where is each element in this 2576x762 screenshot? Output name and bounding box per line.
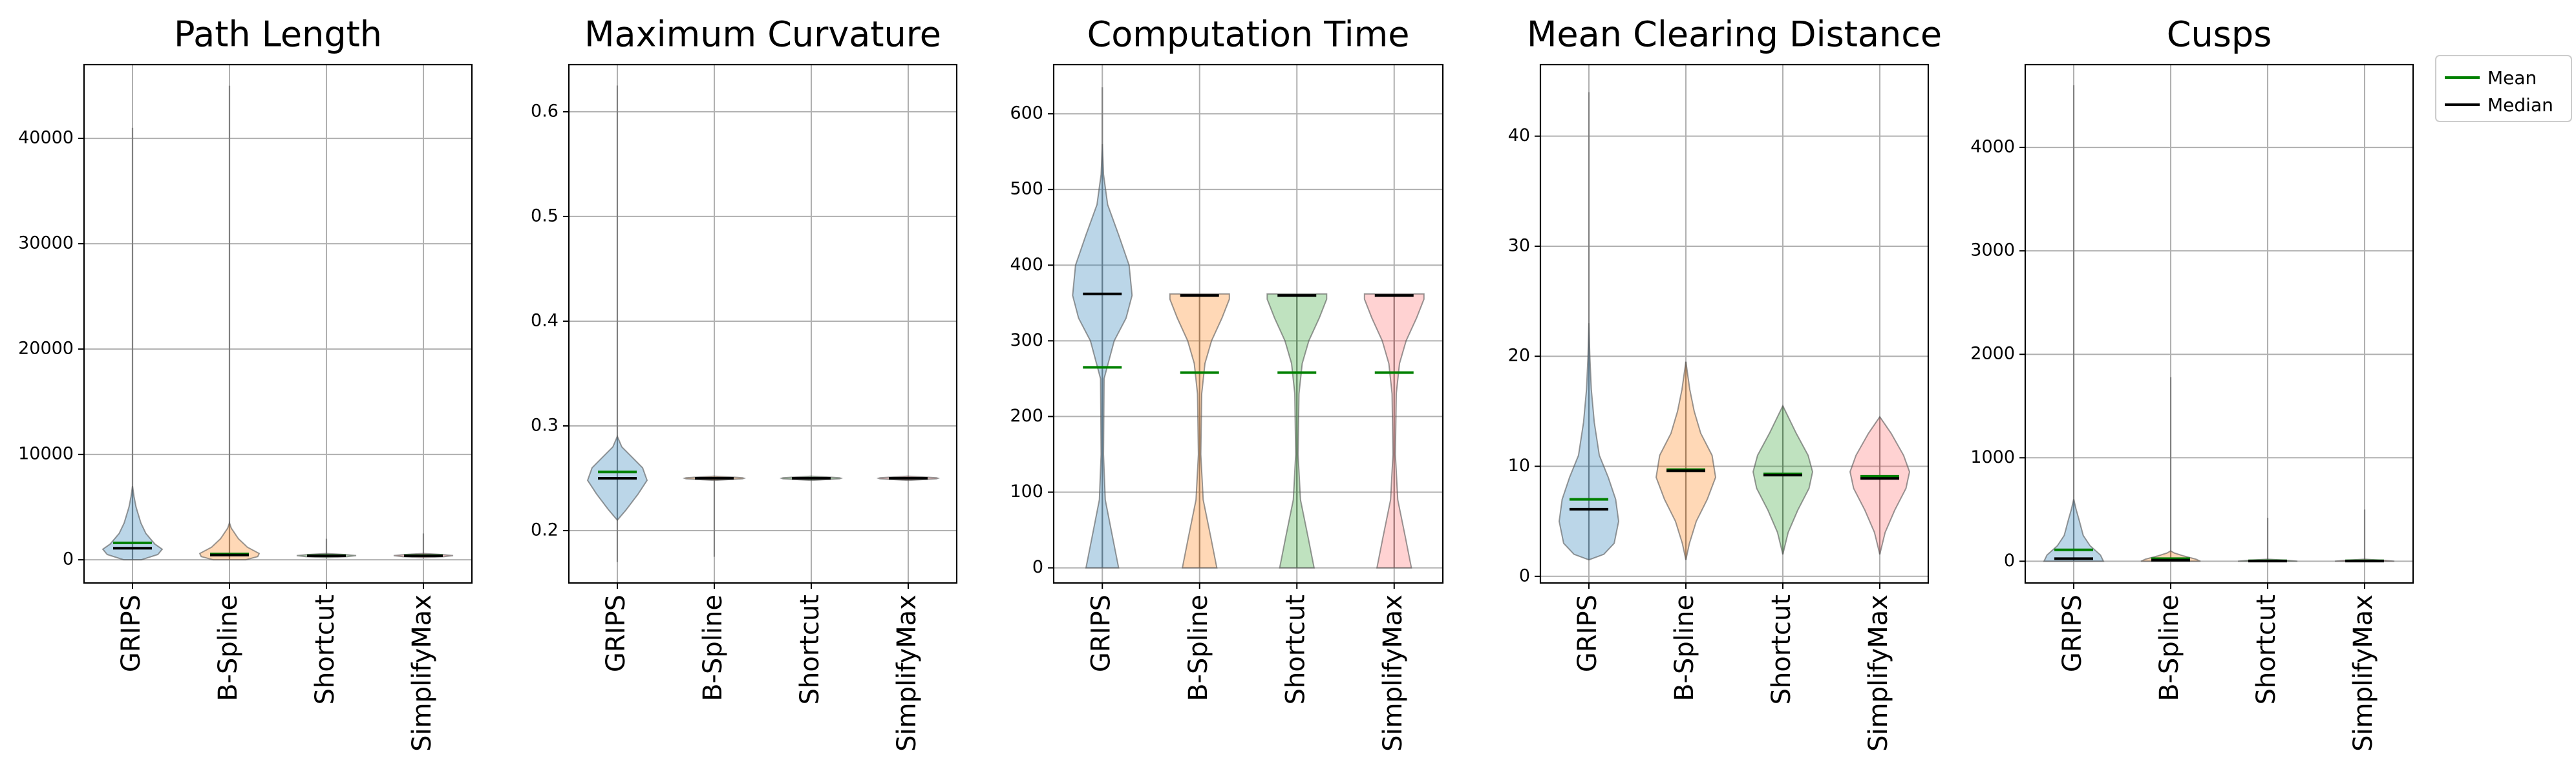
y-tick-label: 0: [1032, 557, 1043, 577]
violin-grips: [2043, 499, 2105, 562]
y-tick-label: 3000: [1970, 240, 2015, 260]
y-tick-label: 0: [63, 549, 74, 569]
y-tick-label: 100: [1010, 482, 1043, 502]
y-tick-label: 0.6: [531, 101, 559, 121]
x-tick-label-b-spline: B-Spline: [1184, 595, 1213, 701]
chart-title-path-length: Path Length: [174, 14, 382, 55]
axes-frame: [2024, 63, 2414, 584]
violin-shortcut: [1266, 293, 1328, 569]
x-tick-label-b-spline: B-Spline: [2155, 595, 2184, 701]
y-tick-label: 400: [1010, 255, 1043, 275]
y-tick-label: 10: [1508, 456, 1530, 476]
violin-grips: [1072, 143, 1133, 569]
axes-frame: [1052, 63, 1444, 584]
y-tick-label: 10000: [18, 444, 74, 464]
x-tick-label-shortcut: Shortcut: [795, 595, 825, 704]
panel-computation-time: Computation Time 0 100 200 300 400 500 600 GRIPS…: [1010, 14, 1444, 752]
legend-mean-label: Mean: [2487, 67, 2537, 89]
chart-title-maximum-curvature: Maximum Curvature: [584, 14, 941, 55]
y-tick-label: 0.5: [531, 206, 559, 226]
x-tick-label-grips: GRIPS: [1086, 595, 1116, 672]
x-tick-label-shortcut: Shortcut: [1281, 595, 1310, 704]
x-tick-label-simplifymax: SimplifyMax: [1378, 595, 1408, 752]
x-tick-label-simplifymax: SimplifyMax: [407, 595, 437, 752]
x-tick-label-b-spline: B-Spline: [1670, 595, 1699, 701]
panel-path-length: Path Length 0 10000 20000 30000 40000 GRIPS B-S…: [18, 14, 473, 752]
panel-cusps: Cusps 0 1000 2000 3000 4000 GRIPS B-Spline Short…: [1970, 14, 2414, 752]
y-tick-label: 0.2: [531, 520, 559, 540]
violin-shortcut: [1752, 404, 1814, 555]
y-tick-label: 30000: [18, 233, 74, 253]
chart-title-mean-clearing-distance: Mean Clearing Distance: [1527, 14, 1942, 55]
y-tick-label: 0: [2004, 551, 2015, 571]
violin-grips: [101, 485, 164, 561]
violin-b-spline: [1169, 293, 1230, 569]
chart-title-cusps: Cusps: [2167, 14, 2272, 55]
y-tick-label: 1000: [1970, 447, 2015, 467]
x-tick-label-simplifymax: SimplifyMax: [892, 595, 922, 752]
y-tick-label: 20: [1508, 346, 1530, 366]
x-tick-label-shortcut: Shortcut: [1767, 595, 1796, 704]
y-tick-label: 300: [1010, 330, 1043, 350]
x-tick-label-simplifymax: SimplifyMax: [2348, 595, 2378, 752]
violin-simplifymax: [1849, 416, 1911, 555]
x-tick-label-simplifymax: SimplifyMax: [1864, 595, 1893, 752]
x-tick-label-shortcut: Shortcut: [310, 595, 340, 704]
axes-frame: [1539, 63, 1930, 584]
y-tick-label: 500: [1010, 179, 1043, 199]
x-tick-label-grips: GRIPS: [1573, 595, 1602, 672]
y-tick-label: 2000: [1970, 344, 2015, 364]
axes-frame: [568, 63, 958, 584]
y-tick-label: 4000: [1970, 137, 2015, 157]
x-tick-label-grips: GRIPS: [116, 595, 146, 672]
x-tick-label-grips: GRIPS: [601, 595, 631, 672]
violin-grips: [1558, 323, 1620, 561]
panel-mean-clearing-distance: Mean Clearing Distance 0 10 20 30 40 GRIPS B-Sp…: [1508, 14, 1943, 752]
chart-title-computation-time: Computation Time: [1087, 14, 1410, 55]
x-tick-label-shortcut: Shortcut: [2251, 595, 2281, 704]
y-tick-label: 600: [1010, 103, 1043, 123]
violin-b-spline: [198, 521, 261, 561]
axes-frame: [83, 63, 473, 584]
y-tick-label: 20000: [18, 339, 74, 359]
y-tick-label: 0.4: [531, 310, 559, 330]
x-tick-label-b-spline: B-Spline: [213, 595, 243, 701]
y-tick-label: 200: [1010, 406, 1043, 426]
violin-b-spline: [1655, 361, 1717, 560]
legend: Mean Median: [2435, 55, 2572, 122]
violin-simplifymax: [1363, 293, 1425, 569]
x-tick-label-b-spline: B-Spline: [698, 595, 728, 701]
y-tick-label: 40000: [18, 128, 74, 148]
y-tick-label: 30: [1508, 235, 1530, 255]
panel-maximum-curvature: Maximum Curvature 0.2 0.3 0.4 0.5 0.6 GRIPS B-S…: [531, 14, 958, 752]
y-tick-label: 0: [1519, 566, 1530, 586]
legend-median-label: Median: [2487, 94, 2553, 116]
y-tick-label: 0.3: [531, 415, 559, 435]
y-tick-label: 40: [1508, 125, 1530, 145]
x-tick-label-grips: GRIPS: [2058, 595, 2087, 672]
